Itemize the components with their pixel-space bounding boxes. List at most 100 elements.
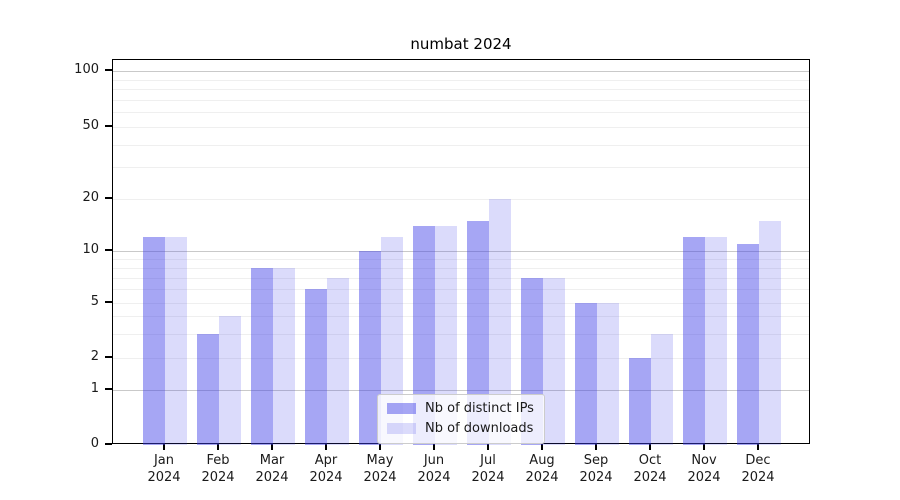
x-tick-label-dec: Dec 2024 (726, 452, 790, 486)
x-tick-mark-dec (757, 444, 759, 450)
x-tick-year-apr: 2024 (309, 470, 343, 485)
legend: Nb of distinct IPs Nb of downloads (377, 394, 545, 444)
x-tick-label-oct: Oct 2024 (618, 452, 682, 486)
gridline-minor-90 (113, 79, 809, 81)
y-tick-label-1: 1 (90, 380, 99, 396)
x-tick-label-may: May 2024 (348, 452, 412, 486)
legend-entry-distinct-ips: Nb of distinct IPs (387, 401, 535, 416)
x-tick-month-apr: Apr (314, 453, 338, 468)
gridline-minor-20 (113, 198, 809, 200)
gridline-minor-70 (113, 99, 809, 101)
x-tick-month-dec: Dec (745, 453, 771, 468)
gridline-minor-6 (113, 289, 809, 291)
y-tick-mark-5 (105, 301, 112, 303)
bar-downloads-nov (705, 237, 727, 445)
legend-label-distinct-ips: Nb of distinct IPs (425, 401, 534, 416)
x-tick-label-sep: Sep 2024 (564, 452, 628, 486)
bar-downloads-dec (759, 220, 781, 445)
chart-title: numbat 2024 (410, 35, 512, 53)
x-tick-year-aug: 2024 (525, 470, 559, 485)
x-tick-mark-feb (217, 444, 219, 450)
bar-downloads-sep (597, 303, 619, 445)
y-tick-label-50: 50 (82, 117, 99, 133)
bar-distinct-ips-dec (737, 243, 759, 445)
x-tick-year-jul: 2024 (471, 470, 505, 485)
legend-entry-downloads: Nb of downloads (387, 421, 535, 436)
x-tick-month-may: May (366, 453, 394, 468)
gridline-minor-4 (113, 316, 809, 318)
y-tick-label-10: 10 (82, 241, 99, 257)
y-tick-mark-100 (105, 69, 112, 71)
x-tick-month-sep: Sep (583, 453, 609, 468)
bar-distinct-ips-apr (305, 289, 327, 445)
bar-distinct-ips-may (359, 250, 381, 445)
x-tick-year-oct: 2024 (633, 470, 667, 485)
gridline-minor-9 (113, 258, 809, 260)
x-tick-year-dec: 2024 (741, 470, 775, 485)
legend-swatch-distinct-ips (387, 403, 416, 414)
x-tick-mark-apr (325, 444, 327, 450)
x-tick-mark-nov (703, 444, 705, 450)
y-tick-mark-20 (105, 197, 112, 199)
gridline-minor-3 (113, 333, 809, 335)
x-tick-label-aug: Aug 2024 (510, 452, 574, 486)
x-tick-mark-oct (649, 444, 651, 450)
bar-distinct-ips-jan (143, 237, 165, 445)
x-tick-year-sep: 2024 (579, 470, 613, 485)
gridline-major-1 (113, 389, 809, 391)
bar-distinct-ips-nov (683, 237, 705, 445)
x-tick-year-mar: 2024 (255, 470, 289, 485)
bar-downloads-aug (543, 277, 565, 445)
y-tick-label-0: 0 (90, 436, 99, 451)
x-tick-mark-may (379, 444, 381, 450)
x-tick-month-feb: Feb (206, 453, 230, 468)
bar-downloads-mar (273, 267, 295, 445)
x-tick-year-jan: 2024 (147, 470, 181, 485)
y-tick-mark-2 (105, 356, 112, 358)
y-tick-mark-10 (105, 249, 112, 251)
bar-distinct-ips-oct (629, 357, 651, 445)
y-tick-label-20: 20 (82, 189, 99, 205)
gridline-minor-7 (113, 277, 809, 279)
bar-distinct-ips-mar (251, 267, 273, 445)
bar-distinct-ips-jul (467, 220, 489, 445)
x-tick-month-jan: Jan (153, 453, 175, 468)
x-tick-year-nov: 2024 (687, 470, 721, 485)
gridline-minor-60 (113, 112, 809, 114)
gridline-minor-5 (113, 303, 809, 304)
y-tick-mark-1 (105, 388, 112, 390)
x-tick-month-nov: Nov (691, 453, 717, 468)
x-tick-month-jun: Jun (423, 453, 445, 468)
gridline-minor-30 (113, 167, 809, 169)
y-tick-label-2: 2 (90, 348, 99, 364)
y-tick-mark-50 (105, 125, 112, 127)
bar-downloads-jan (165, 237, 187, 445)
bar-downloads-jun (435, 225, 457, 445)
x-tick-label-mar: Mar 2024 (240, 452, 304, 486)
legend-swatch-downloads (387, 423, 416, 434)
x-tick-month-oct: Oct (638, 453, 662, 468)
gridline-minor-8 (113, 267, 809, 269)
bar-distinct-ips-jun (413, 225, 435, 445)
y-tick-label-100: 100 (74, 62, 99, 77)
bar-downloads-apr (327, 277, 349, 445)
y-tick-label-5: 5 (90, 294, 99, 309)
bar-downloads-feb (219, 316, 241, 445)
plot-area: Nb of distinct IPs Nb of downloads (112, 59, 810, 445)
x-tick-label-jun: Jun 2024 (402, 452, 466, 486)
legend-label-downloads: Nb of downloads (425, 421, 534, 436)
x-tick-year-jun: 2024 (417, 470, 451, 485)
gridline-minor-40 (113, 144, 809, 146)
bar-downloads-oct (651, 333, 673, 445)
x-tick-label-jan: Jan 2024 (132, 452, 196, 486)
x-tick-label-apr: Apr 2024 (294, 452, 358, 486)
x-tick-label-feb: Feb 2024 (186, 452, 250, 486)
x-tick-label-jul: Jul 2024 (456, 452, 520, 486)
x-tick-mark-jul (487, 444, 489, 450)
x-tick-mark-aug (541, 444, 543, 450)
x-tick-mark-sep (595, 444, 597, 450)
x-tick-month-aug: Aug (529, 453, 555, 468)
x-tick-mark-jan (163, 444, 165, 450)
x-tick-label-nov: Nov 2024 (672, 452, 736, 486)
